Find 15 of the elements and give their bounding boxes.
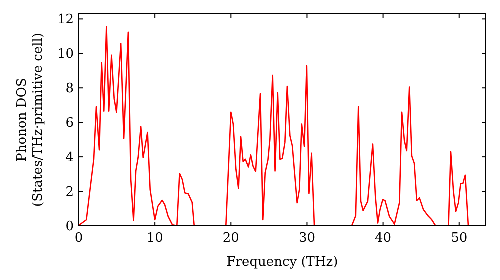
x-axis-title: Frequency (THz) (226, 255, 338, 270)
y-axis-title: Phonon DOS (States/THz·primitive cell) (15, 32, 46, 208)
x-tick-label: 10 (146, 231, 164, 246)
x-tick-label: 20 (222, 231, 240, 246)
x-tick-label: 50 (451, 231, 468, 246)
y-tick-label: 10 (57, 47, 74, 62)
y-tick-label: 8 (66, 82, 74, 97)
line-series (79, 26, 470, 226)
y-tick-label: 0 (66, 220, 74, 235)
x-tick-label: 40 (375, 231, 392, 246)
y-tick-label: 2 (66, 185, 74, 200)
y-tick-label: 6 (66, 116, 74, 132)
x-tick-label: 30 (298, 231, 316, 246)
y-tick-label: 12 (57, 12, 74, 28)
y-tick-label: 4 (66, 150, 74, 166)
